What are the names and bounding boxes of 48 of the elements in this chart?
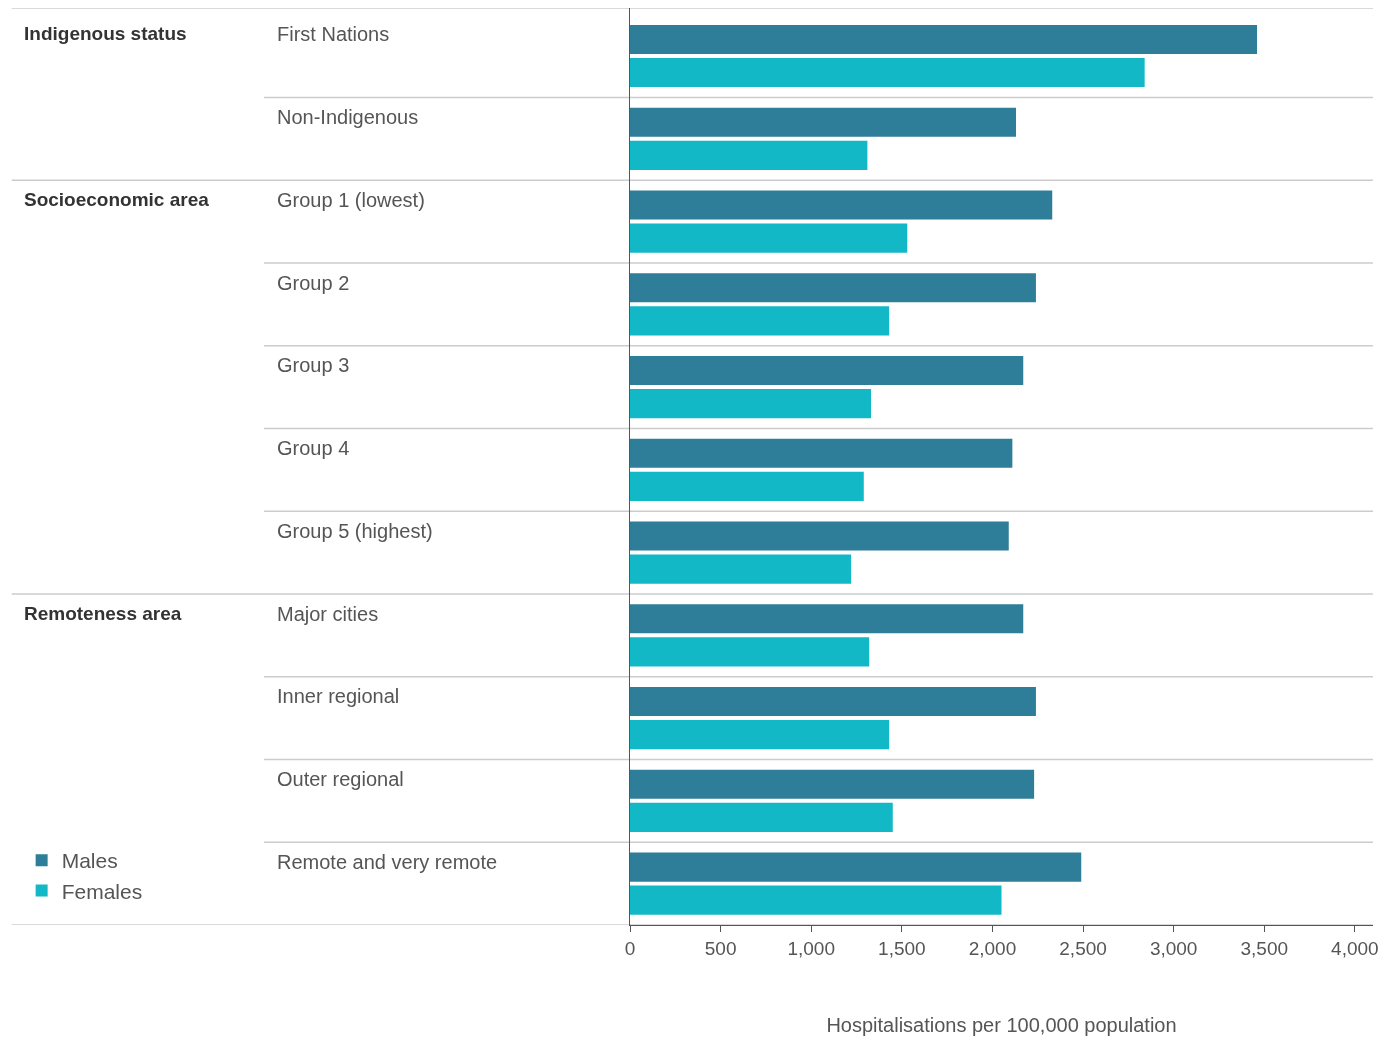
bar [630, 521, 1009, 551]
bar [630, 554, 852, 584]
y-tick-label: Group 1 (lowest) [277, 189, 425, 211]
bar [630, 769, 1035, 799]
y-tick-label: Group 3 [277, 354, 350, 376]
x-axis-title: Hospitalisations per 100,000 population [826, 1014, 1177, 1037]
bar [630, 802, 893, 832]
x-tick-label: 1,000 [787, 937, 835, 959]
bar [630, 355, 1024, 386]
x-tick-label: 2,500 [1059, 937, 1107, 959]
x-tick-label: 3,500 [1240, 937, 1289, 959]
bar [630, 190, 1053, 220]
y-tick-label: Group 5 (highest) [277, 520, 433, 542]
bar [630, 57, 1145, 88]
bar [630, 389, 872, 419]
x-tick-label: 3,000 [1149, 937, 1198, 959]
bar [630, 223, 908, 253]
bar [630, 720, 890, 750]
x-tick-label: 0 [624, 937, 636, 959]
bar [630, 273, 1036, 303]
y-tick-label: Outer regional [277, 768, 404, 790]
y-tick-label: Group 2 [277, 272, 350, 294]
text: Socioeconomic area [24, 189, 210, 210]
bar [630, 306, 890, 336]
y-tick-label: Inner regional [277, 685, 400, 707]
x-tick-label: 4,000 [1331, 937, 1379, 959]
bar [630, 140, 868, 170]
y-tick-label: Major cities [277, 603, 379, 625]
bar [630, 885, 1002, 915]
bar [630, 852, 1082, 882]
legend-label: Females [61, 879, 143, 903]
bar [630, 471, 864, 501]
bar [630, 107, 1016, 137]
bar [630, 637, 870, 667]
bar [630, 686, 1036, 717]
bar [630, 24, 1258, 55]
x-tick-label: 500 [704, 937, 737, 959]
y-tick-label: Group 4 [277, 437, 350, 459]
bar [630, 604, 1024, 634]
bar [630, 438, 1013, 468]
y-tick-label: Remote and very remote [277, 851, 498, 873]
legend-label: Males [61, 849, 118, 873]
text: Indigenous status [24, 23, 187, 44]
y-tick-label: First Nations [277, 23, 390, 45]
x-tick-label: 1,500 [878, 937, 926, 959]
text: Remoteness area [24, 603, 182, 624]
y-tick-label: Non-Indigenous [277, 106, 419, 128]
x-tick-label: 2,000 [968, 937, 1017, 959]
